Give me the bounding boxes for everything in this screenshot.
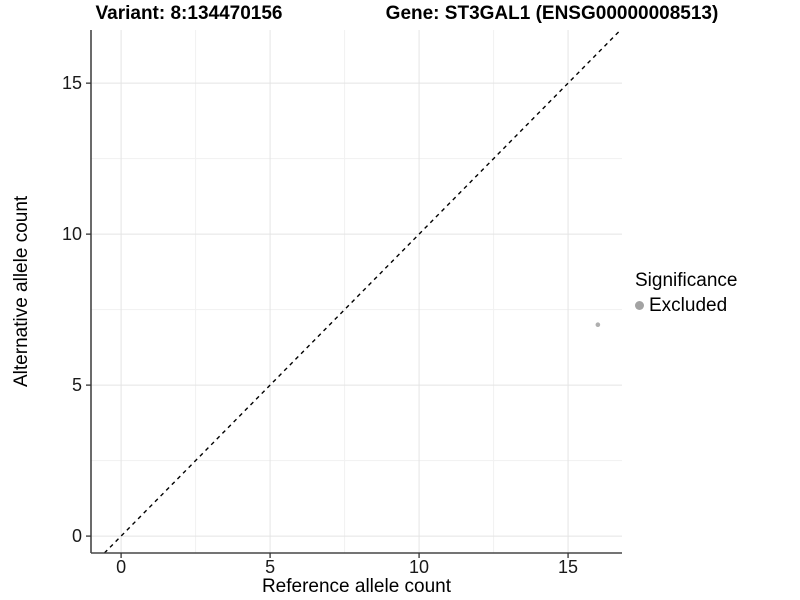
x-axis-title: Reference allele count (261, 576, 452, 597)
y-tick-label: 10 (61, 224, 82, 245)
identity-reference-line (103, 29, 622, 554)
data-point (595, 322, 601, 328)
x-tick-label: 10 (409, 557, 430, 577)
legend-entry-excluded: Excluded (635, 294, 737, 317)
y-tick-label: 0 (71, 526, 82, 547)
legend-entry-label: Excluded (649, 295, 728, 316)
excluded-point-icon (635, 301, 644, 310)
y-tick-label: 5 (71, 375, 82, 396)
x-tick-label: 0 (116, 557, 127, 577)
gene-title: Gene: ST3GAL1 (ENSG00000008513) (385, 3, 719, 24)
y-axis-title: Alternative allele count (11, 195, 32, 388)
y-tick-label: 15 (61, 73, 82, 94)
x-tick-label: 5 (265, 557, 276, 577)
variant-title: Variant: 8:134470156 (95, 3, 283, 24)
legend-title: Significance (635, 270, 738, 291)
plot-panel (86, 29, 622, 558)
plot-canvas (86, 29, 622, 558)
x-tick-label: 15 (558, 557, 579, 577)
legend: Significance Excluded (635, 269, 737, 317)
